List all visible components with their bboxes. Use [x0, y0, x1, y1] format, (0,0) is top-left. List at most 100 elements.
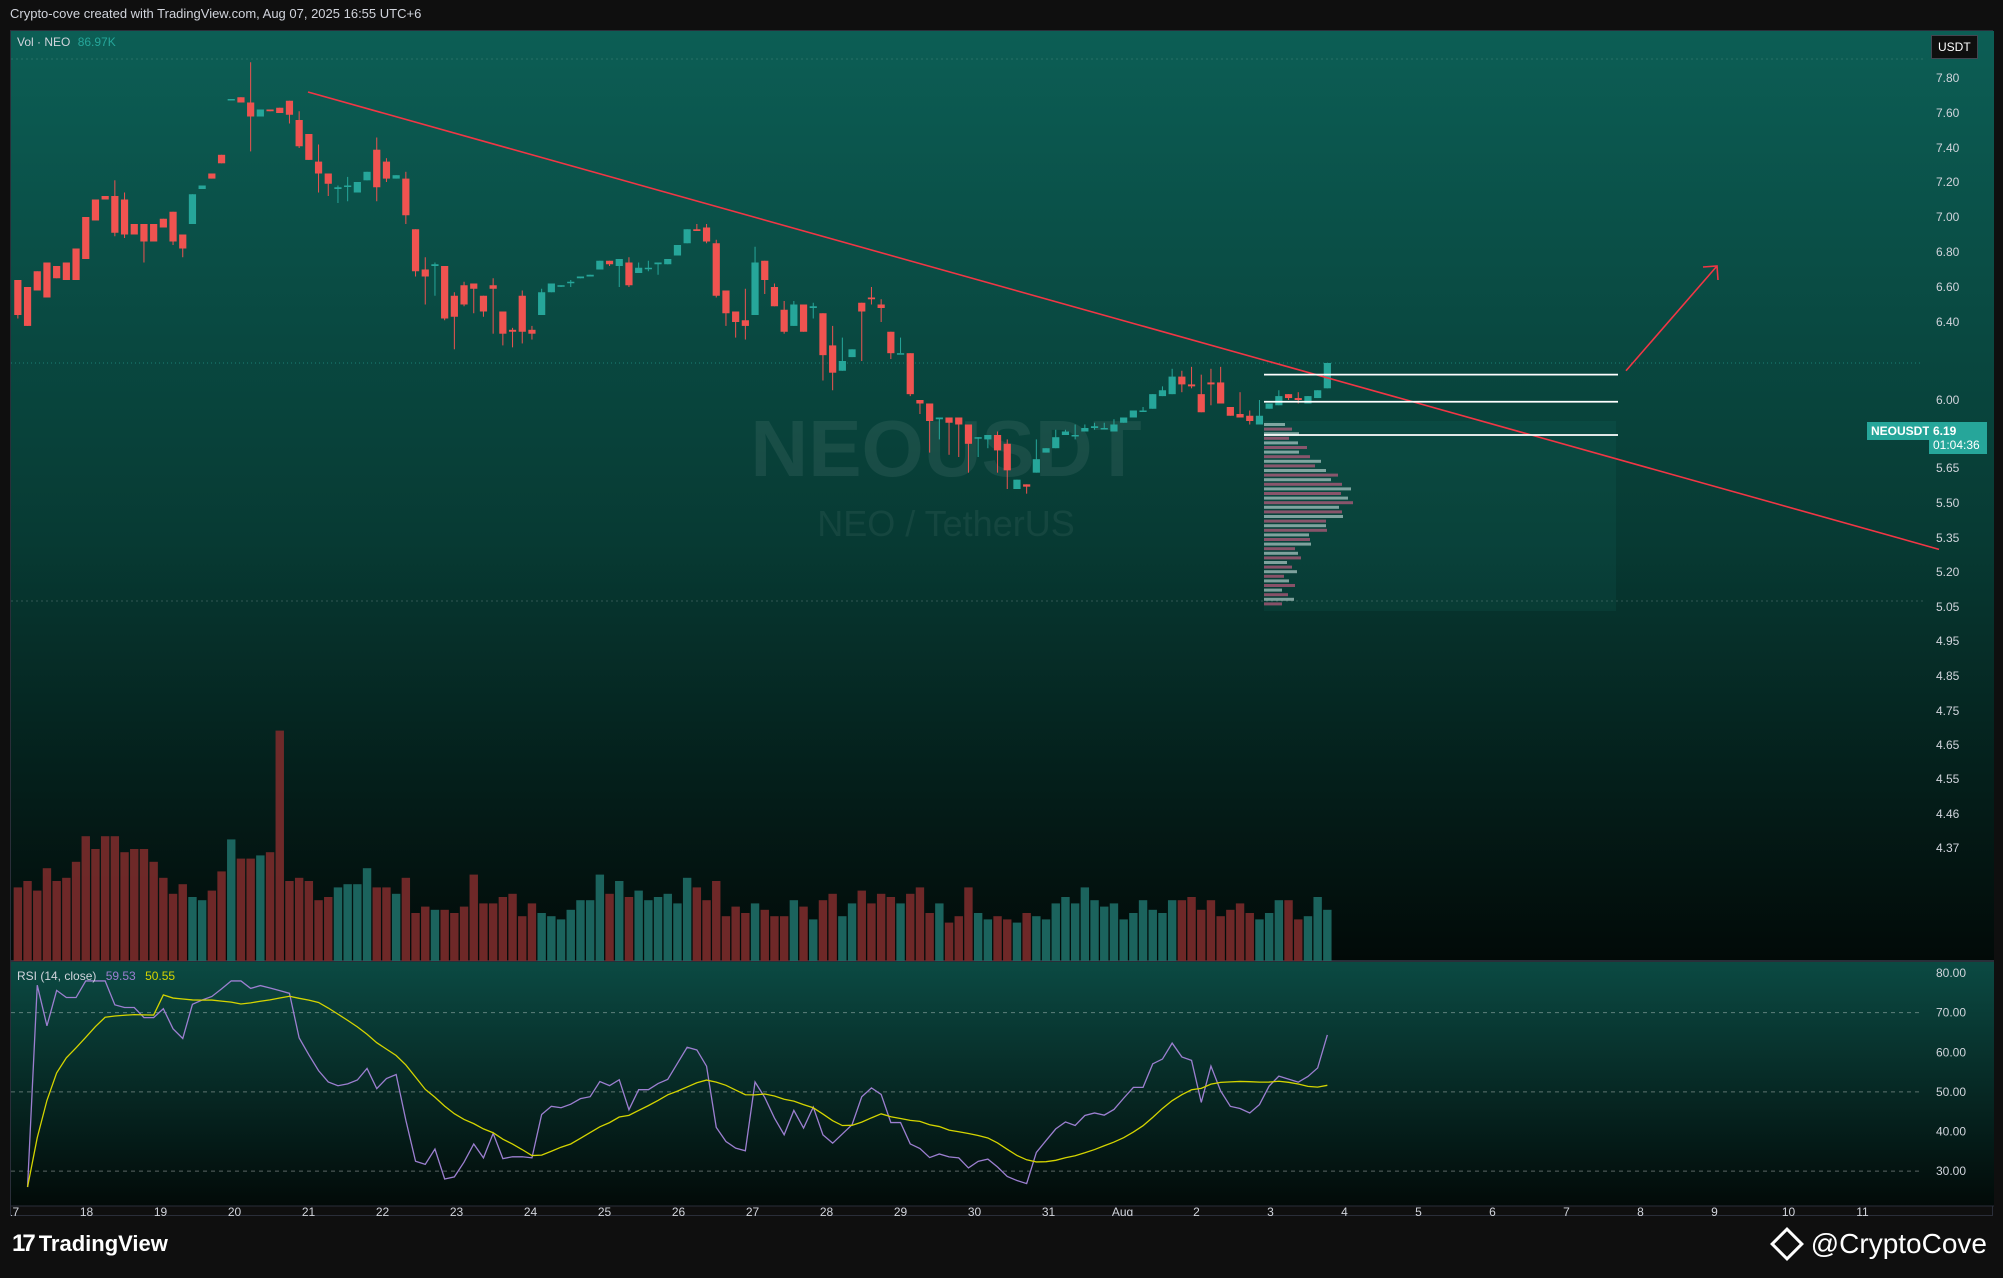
volume-bar: [13, 887, 23, 961]
volume-legend-value: 86.97K: [77, 35, 116, 49]
candle-body: [1032, 459, 1040, 473]
time-tick-label: 30: [968, 1205, 982, 1217]
volume-bar: [1216, 916, 1225, 961]
candle-body: [324, 173, 332, 184]
volume-bar: [168, 893, 178, 961]
candle-body: [1158, 390, 1167, 397]
volume-bar: [81, 836, 90, 961]
volume-bar: [421, 906, 430, 961]
candle-body: [1003, 443, 1011, 471]
candle-body: [1187, 384, 1196, 387]
volume-bar: [450, 913, 459, 961]
volume-bar: [265, 852, 275, 961]
rsi-tick-label: 60.00: [1936, 1045, 1966, 1059]
currency-label[interactable]: USDT: [1931, 35, 1978, 59]
candle-body: [450, 295, 458, 317]
watermark-title: NEOUSDT: [750, 404, 1141, 493]
candle-body: [43, 262, 51, 298]
last-price-symbol: NEOUSDT: [1871, 424, 1930, 438]
price-tick-label: 4.75: [1936, 704, 1960, 718]
candle-body: [344, 185, 352, 187]
volume-bar: [867, 903, 876, 961]
tradingview-logo[interactable]: 17 TradingView: [12, 1230, 168, 1258]
price-tick-label: 4.65: [1936, 738, 1960, 752]
profile-row: [1264, 519, 1326, 523]
volume-bar: [1226, 909, 1235, 961]
volume-bar: [993, 916, 1002, 961]
price-tick-label: 4.95: [1936, 634, 1960, 648]
volume-bar: [721, 916, 731, 961]
volume-bar: [731, 906, 740, 961]
candle-body: [266, 109, 274, 112]
candle-body: [644, 267, 652, 270]
profile-row: [1264, 593, 1288, 597]
price-tick-label: 5.50: [1936, 496, 1960, 510]
candle-body: [489, 285, 497, 289]
breakout-arrow-shaft: [1625, 265, 1718, 372]
profile-row: [1264, 528, 1327, 532]
time-tick-label: 24: [524, 1205, 538, 1217]
profile-row: [1264, 482, 1342, 486]
candle-body: [1081, 428, 1089, 432]
time-tick-label: 29: [894, 1205, 908, 1217]
candle-body: [1323, 362, 1331, 389]
time-tick-label: 8: [1637, 1205, 1644, 1217]
rsi-tick-label: 70.00: [1936, 1006, 1966, 1020]
volume-bar: [537, 913, 546, 961]
time-tick-label: Aug: [1112, 1205, 1133, 1217]
candle-body: [314, 161, 323, 174]
candle-body: [373, 149, 381, 188]
candle-body: [159, 218, 167, 228]
volume-bar: [760, 909, 769, 961]
volume-bar: [382, 887, 391, 961]
candle-body: [460, 285, 468, 305]
chart-header: Crypto-cove created with TradingView.com…: [0, 0, 2003, 28]
profile-row: [1264, 501, 1353, 505]
profile-row: [1264, 432, 1299, 436]
candle-body: [761, 260, 769, 280]
profile-row: [1264, 450, 1299, 454]
candle-body: [993, 435, 1002, 451]
volume-bar: [1003, 919, 1012, 961]
time-axis[interactable]: 171819202122232425262728293031Aug2345678…: [11, 1205, 1994, 1217]
last-price-value-badge: 6.19 01:04:36: [1929, 422, 1987, 454]
volume-bar: [741, 913, 750, 961]
candle-body: [276, 107, 284, 113]
candle-body: [673, 245, 682, 256]
candle-body: [974, 437, 982, 439]
volume-bar: [23, 881, 32, 961]
profile-row: [1264, 464, 1315, 468]
candle-body: [1110, 424, 1118, 432]
candle-body: [499, 311, 507, 334]
candle-body: [237, 97, 245, 103]
candle-body: [770, 287, 779, 307]
volume-bar: [100, 836, 110, 961]
candle-body: [23, 287, 32, 326]
bar-countdown: 01:04:36: [1933, 438, 1980, 452]
last-price-badge: NEOUSDT: [1867, 422, 1934, 440]
candle-body: [1265, 403, 1273, 409]
profile-row: [1264, 579, 1289, 583]
price-axis[interactable]: 7.807.607.407.207.006.806.606.406.005.80…: [1936, 71, 1966, 1178]
volume-bar: [556, 919, 566, 961]
candle-body: [887, 331, 895, 354]
volume-bar: [110, 836, 120, 961]
candle-body: [14, 280, 22, 315]
price-chart[interactable]: NEOUSDT NEO / TetherUS 7.80 7.60 7.40 7.20 7.…: [11, 31, 1994, 1217]
volume-bar: [750, 903, 760, 961]
candle-body: [848, 349, 856, 358]
volume-bar: [324, 897, 333, 961]
volume-bar: [1187, 897, 1196, 961]
volume-bar: [498, 897, 508, 961]
candle-body: [867, 297, 876, 300]
time-tick-label: 10: [1782, 1205, 1796, 1217]
created-by-text: Crypto-cove created with TradingView.com…: [10, 6, 422, 21]
time-tick-label: 5: [1415, 1205, 1422, 1217]
profile-row: [1264, 423, 1285, 426]
volume-bar: [459, 906, 469, 961]
candle-body: [508, 329, 517, 332]
volume-bar: [886, 897, 896, 961]
volume-bar: [469, 874, 478, 961]
time-tick-label: 21: [302, 1205, 316, 1217]
volume-bar: [1051, 903, 1060, 961]
